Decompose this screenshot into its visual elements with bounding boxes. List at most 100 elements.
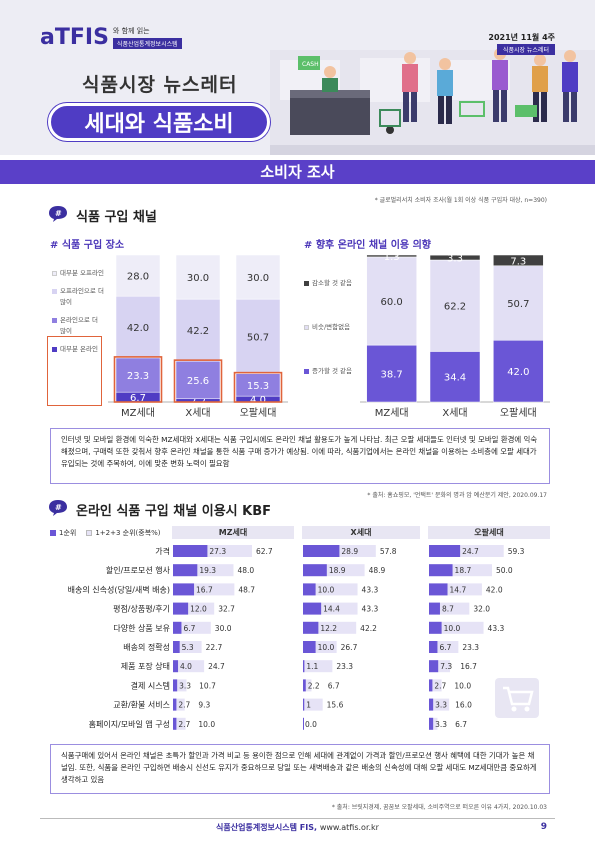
kbf-bar-first [173, 545, 208, 557]
bar-value-label: 15.3 [247, 381, 269, 392]
kbf-bar-first [429, 583, 448, 596]
left-chart-legend: 대부분 오프라인 오프라인으로 더 많이 온라인으로 더 많이 대부분 온라인 [52, 268, 104, 362]
kbf-bar-first [303, 621, 319, 634]
kbf-total-value: 43.3 [362, 605, 379, 614]
kbf-bar-first [429, 660, 439, 673]
kbf-bar-first [429, 698, 434, 711]
kbf-first-value: 12.2 [320, 624, 337, 633]
bar-segment [366, 344, 417, 403]
kbf-first-value: 14.7 [450, 585, 467, 594]
section-bar: 소비자 조사 [0, 160, 595, 184]
footer-url[interactable]: www.atfis.or.kr [319, 823, 379, 832]
kbf-category-label: 결제 시스템 [131, 680, 170, 690]
kbf-total-value: 43.3 [488, 624, 505, 633]
kbf-first-value: 10.0 [318, 643, 335, 652]
kbf-total-value: 15.6 [327, 701, 344, 710]
kbf-bar-first [303, 679, 306, 692]
bar-segment [493, 340, 544, 403]
kbf-bar-total [429, 698, 450, 711]
hash-badge-icon: # [49, 206, 67, 222]
kbf-category-label: 평점/상품평/후기 [113, 604, 170, 614]
legend-item: 비슷/변함없음 [304, 322, 362, 332]
kbf-bar-first [173, 679, 178, 692]
kbf-first-value: 12.0 [190, 605, 207, 614]
kbf-total-value: 43.3 [362, 585, 379, 594]
bar-segment [429, 351, 481, 403]
kbf-bar-total [429, 717, 438, 730]
kbf-bar-first [429, 564, 453, 577]
kbf-total-value: 6.7 [455, 720, 467, 729]
bar-value-label: 23.3 [127, 371, 149, 382]
category-label: X세대 [185, 407, 210, 419]
kbf-first-value: 2.7 [178, 720, 190, 729]
kbf-total-value: 10.0 [454, 681, 471, 690]
kbf-bar-first [429, 545, 461, 557]
footer-rule [40, 818, 555, 819]
kbf-total-value: 22.7 [206, 643, 223, 652]
kbf-total-value: 10.0 [198, 720, 215, 729]
kbf-category-label: 제품 포장 상태 [121, 661, 170, 671]
legend-item: 증가할 것 같음 [304, 366, 362, 376]
kbf-total-value: 50.0 [496, 566, 513, 575]
kbf-total-value: 42.2 [360, 624, 377, 633]
logo-text: aTFIS [40, 25, 109, 50]
kbf-bar-first [173, 602, 189, 615]
bar-value-label: 3.3 [447, 255, 463, 265]
shopping-cart-icon [495, 678, 539, 718]
kbf-bar-total [173, 698, 185, 711]
online-highlight-box [173, 359, 223, 403]
kbf-bar-first [303, 602, 322, 615]
kbf-category-label: 할인/프로모션 행사 [106, 565, 171, 575]
kbf-total-value: 10.7 [199, 681, 216, 690]
legend-label: 증가할 것 같음 [312, 367, 353, 375]
kbf-bar-first [173, 717, 177, 730]
bar-segment [493, 265, 544, 341]
legend-label: 비슷/변함없음 [312, 323, 351, 331]
kbf-category-label: 교환/환불 서비스 [113, 700, 170, 710]
kbf-first-value: 8.7 [442, 605, 454, 614]
bar-segment [115, 357, 161, 393]
logo-with-text: 와 함께 읽는 [112, 27, 150, 35]
bar-value-label: 42.0 [507, 367, 529, 378]
kbf-total-value: 30.0 [215, 624, 232, 633]
section2-title: 온라인 식품 구입 채널 이용시 KBF [76, 504, 272, 519]
kbf-total-value: 48.0 [237, 566, 254, 575]
logo[interactable]: aTFIS 와 함께 읽는 식품산업통계정보시스템 [40, 27, 182, 49]
category-label: MZ세대 [375, 407, 409, 419]
kbf-first-value: 3.3 [435, 720, 447, 729]
kbf-first-value: 2.7 [434, 681, 446, 690]
bar-segment [366, 255, 417, 258]
kbf-bar-first [429, 602, 440, 615]
kbf-first-value: 1.1 [306, 662, 318, 671]
kbf-header-mz: MZ세대 [172, 526, 294, 539]
survey-note: * 글로벌리서치 소비자 조사(월 1회 이상 식품 구입자 대상, n=390… [374, 197, 547, 204]
right-chart-subtitle: # 향후 온라인 채널 이용 의향 [304, 240, 431, 251]
kbf-first-value: 7.3 [440, 662, 452, 671]
kbf-total-value: 23.3 [336, 662, 353, 671]
kbf-first-value: 1 [306, 701, 311, 710]
kbf-bar-first [173, 660, 179, 673]
kbf-first-value: 18.7 [455, 566, 472, 575]
kbf-first-value: 24.7 [462, 547, 479, 556]
kbf-bar-first [173, 621, 182, 634]
kbf-first-value: 10.0 [444, 624, 461, 633]
kbf-bar-first [303, 545, 340, 557]
kbf-total-value: 6.7 [328, 681, 340, 690]
bar-segment [493, 255, 544, 266]
bar-value-label: 42.0 [127, 323, 149, 334]
kbf-total-value: 23.3 [462, 643, 479, 652]
kbf-first-value: 18.9 [329, 566, 346, 575]
legend-label: 온라인으로 더 많이 [60, 316, 98, 335]
category-label: 오팔세대 [240, 407, 277, 419]
issue-tag: 식품시장 뉴스레터 [496, 44, 555, 55]
kbf-total-value: 57.8 [380, 547, 397, 556]
bar-segment [235, 298, 281, 374]
legend-item: 온라인으로 더 많이 [52, 315, 104, 337]
bar-value-label: 28.0 [127, 272, 149, 283]
kbf-total-value: 42.0 [486, 585, 503, 594]
kbf-first-value: 0.0 [305, 720, 317, 729]
bar-value-label: 4.0 [250, 395, 266, 406]
kbf-first-value: 28.9 [341, 547, 358, 556]
kbf-total-value: 26.7 [341, 643, 358, 652]
kbf-bar-first [429, 641, 438, 653]
